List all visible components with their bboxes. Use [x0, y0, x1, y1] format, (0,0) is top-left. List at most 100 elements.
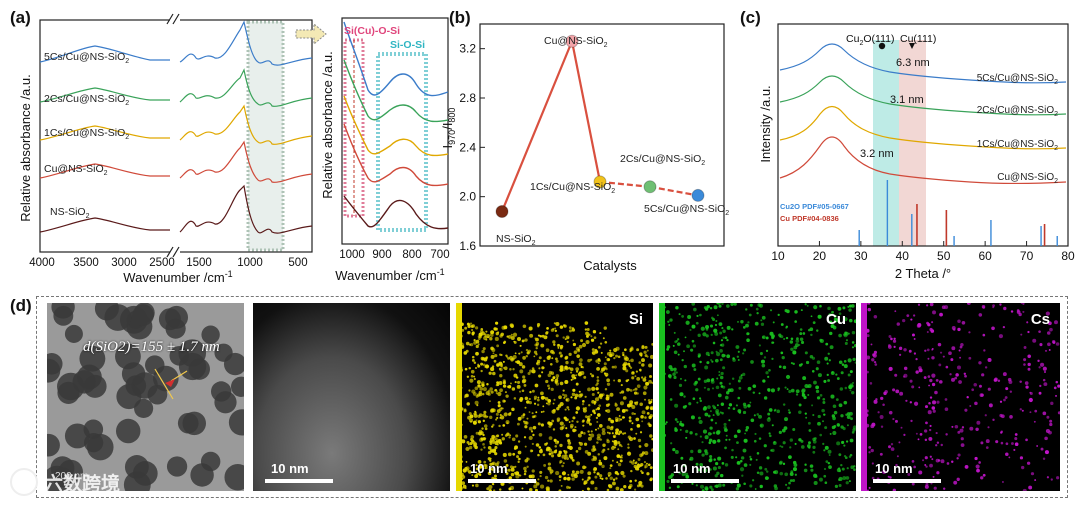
- map-dot: [1005, 387, 1009, 391]
- panel-b-ylabel: I970/I800: [440, 108, 457, 149]
- map-dot: [982, 333, 986, 337]
- map-dot: [561, 454, 566, 459]
- map-dot: [638, 483, 641, 487]
- map-dot: [898, 441, 901, 444]
- map-dot: [717, 393, 722, 398]
- map-dot: [699, 360, 702, 364]
- map-dot: [545, 379, 549, 384]
- point-label-ns: NS-SiO2: [496, 233, 536, 247]
- map-dot: [479, 465, 483, 469]
- map-dot: [643, 350, 647, 354]
- map-dot: [623, 416, 626, 419]
- xtick: 800: [402, 249, 421, 261]
- map-dot: [833, 314, 837, 318]
- map-dot: [565, 397, 570, 402]
- map-dot: [937, 342, 942, 347]
- map-dot: [676, 485, 680, 489]
- map-dot: [973, 383, 977, 387]
- map-dot: [552, 402, 555, 405]
- map-dot: [472, 420, 477, 425]
- map-dot: [843, 400, 848, 405]
- map-dot: [760, 322, 765, 326]
- map-dot: [828, 313, 832, 317]
- map-dot: [924, 464, 927, 467]
- map-dot: [499, 353, 502, 356]
- peak-label-cu: Cu(111): [900, 33, 936, 45]
- map-dot: [805, 360, 810, 365]
- map-dot: [516, 455, 519, 459]
- map-dot: [731, 448, 734, 452]
- map-dot: [466, 375, 470, 378]
- map-dot: [817, 421, 821, 426]
- map-dot: [613, 440, 618, 445]
- map-dot: [819, 338, 823, 342]
- map-dot: [670, 442, 673, 445]
- map-dot: [484, 365, 487, 368]
- map-dot: [913, 401, 919, 406]
- map-dot: [563, 416, 567, 420]
- map-dot: [535, 346, 538, 350]
- map-dot: [768, 432, 771, 435]
- map-dot: [634, 488, 637, 491]
- map-dot: [1038, 330, 1041, 333]
- map-dot: [558, 450, 562, 455]
- map-dot: [581, 403, 585, 406]
- map-dot: [630, 347, 634, 351]
- map-dot: [673, 367, 677, 372]
- map-dot: [754, 432, 757, 436]
- map-dot: [698, 416, 701, 420]
- map-dot: [1057, 411, 1060, 415]
- map-dot: [892, 388, 896, 392]
- map-dot: [1053, 386, 1057, 390]
- map-dot: [528, 411, 531, 413]
- map-dot: [903, 348, 907, 352]
- map-dot: [591, 458, 595, 462]
- map-dot: [690, 449, 694, 454]
- map-dot: [1046, 476, 1050, 479]
- silica-particle: [57, 381, 80, 404]
- map-dot: [924, 405, 929, 409]
- map-dot: [681, 315, 685, 318]
- map-dot: [873, 360, 877, 364]
- point-label-cu: Cu@NS-SiO2: [544, 35, 608, 49]
- map-dot: [773, 441, 776, 444]
- map-dot: [740, 374, 743, 377]
- map-dot: [773, 484, 778, 488]
- map-dot: [844, 456, 848, 460]
- map-dot: [535, 411, 538, 414]
- map-dot: [477, 420, 481, 424]
- map-dot: [471, 355, 475, 359]
- map-dot: [967, 303, 970, 305]
- map-dot: [689, 328, 692, 331]
- map-dot: [827, 461, 831, 465]
- map-dot: [770, 449, 773, 452]
- map-dot: [795, 339, 800, 343]
- map-dot: [577, 372, 582, 377]
- map-dot: [576, 461, 581, 466]
- map-dot: [939, 312, 943, 317]
- map-dot: [838, 478, 841, 482]
- map-dot: [613, 357, 616, 360]
- map-dot: [480, 362, 484, 366]
- map-dot: [573, 350, 578, 354]
- map-dot: [722, 336, 725, 339]
- map-dot: [763, 444, 767, 448]
- map-dot: [782, 462, 786, 466]
- map-dot: [548, 452, 552, 456]
- map-dot: [590, 335, 593, 338]
- map-dot: [756, 452, 760, 455]
- map-dot: [934, 390, 938, 395]
- map-dot: [605, 396, 610, 401]
- measure-line: [154, 368, 174, 400]
- silica-particle: [115, 418, 141, 444]
- map-dot: [532, 433, 535, 437]
- map-dot: [755, 307, 759, 311]
- map-dot: [503, 399, 506, 403]
- map-dot: [819, 304, 822, 308]
- map-dot: [690, 415, 695, 420]
- map-dot: [806, 444, 811, 448]
- map-dot: [902, 319, 906, 323]
- map-dot: [488, 371, 492, 375]
- map-dot: [477, 460, 482, 464]
- map-dot: [607, 358, 611, 361]
